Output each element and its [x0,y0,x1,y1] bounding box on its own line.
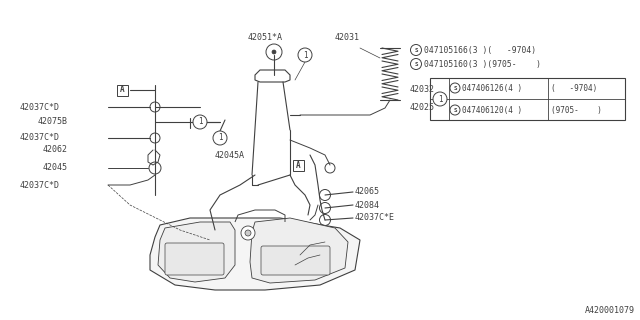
Circle shape [266,44,282,60]
Text: 1: 1 [198,117,202,126]
Circle shape [193,115,207,129]
Polygon shape [250,218,348,283]
Text: (9705-    ): (9705- ) [551,106,602,115]
Circle shape [433,92,447,106]
Text: 047105160(3 )(9705-    ): 047105160(3 )(9705- ) [424,60,541,68]
Text: 42065: 42065 [355,188,380,196]
Bar [116,84,127,95]
Text: 1: 1 [303,51,307,60]
Text: 047406120(4 ): 047406120(4 ) [462,106,522,115]
Text: 42037C*D: 42037C*D [20,180,60,189]
FancyBboxPatch shape [165,243,224,275]
Text: 42062: 42062 [43,146,68,155]
Text: 047105166(3 )(   -9704): 047105166(3 )( -9704) [424,45,536,54]
Text: 42051*A: 42051*A [248,34,283,43]
Text: 42075B: 42075B [38,117,68,126]
Text: 42037C*D: 42037C*D [20,102,60,111]
Circle shape [410,59,422,69]
Text: 42037C*D: 42037C*D [20,133,60,142]
Text: 42045A: 42045A [215,150,245,159]
Text: S: S [414,61,418,67]
Text: 047406126(4 ): 047406126(4 ) [462,84,522,92]
FancyBboxPatch shape [261,246,330,275]
Text: S: S [414,47,418,52]
Circle shape [272,50,276,54]
Text: A: A [120,85,124,94]
Circle shape [319,214,330,226]
Circle shape [150,102,160,112]
Polygon shape [150,218,360,290]
Text: S: S [453,108,457,113]
Text: 42025: 42025 [410,103,435,113]
Text: 42045: 42045 [43,164,68,172]
Circle shape [319,189,330,201]
Circle shape [325,163,335,173]
Circle shape [213,131,227,145]
Circle shape [150,133,160,143]
Bar [292,159,303,171]
Bar [430,78,625,120]
Text: 1: 1 [438,94,442,103]
Circle shape [450,83,460,93]
Text: 1: 1 [218,133,222,142]
Text: (   -9704): ( -9704) [551,84,597,92]
Text: 42031: 42031 [335,34,360,43]
Text: A420001079: A420001079 [585,306,635,315]
Text: 42037C*E: 42037C*E [355,213,395,222]
Circle shape [410,44,422,55]
Circle shape [245,230,251,236]
Circle shape [319,203,330,213]
Circle shape [241,226,255,240]
Text: 42084: 42084 [355,201,380,210]
Circle shape [149,162,161,174]
Text: S: S [453,85,457,91]
Circle shape [298,48,312,62]
Text: 42032: 42032 [410,85,435,94]
Text: A: A [296,161,300,170]
Circle shape [450,105,460,115]
Polygon shape [158,222,235,282]
